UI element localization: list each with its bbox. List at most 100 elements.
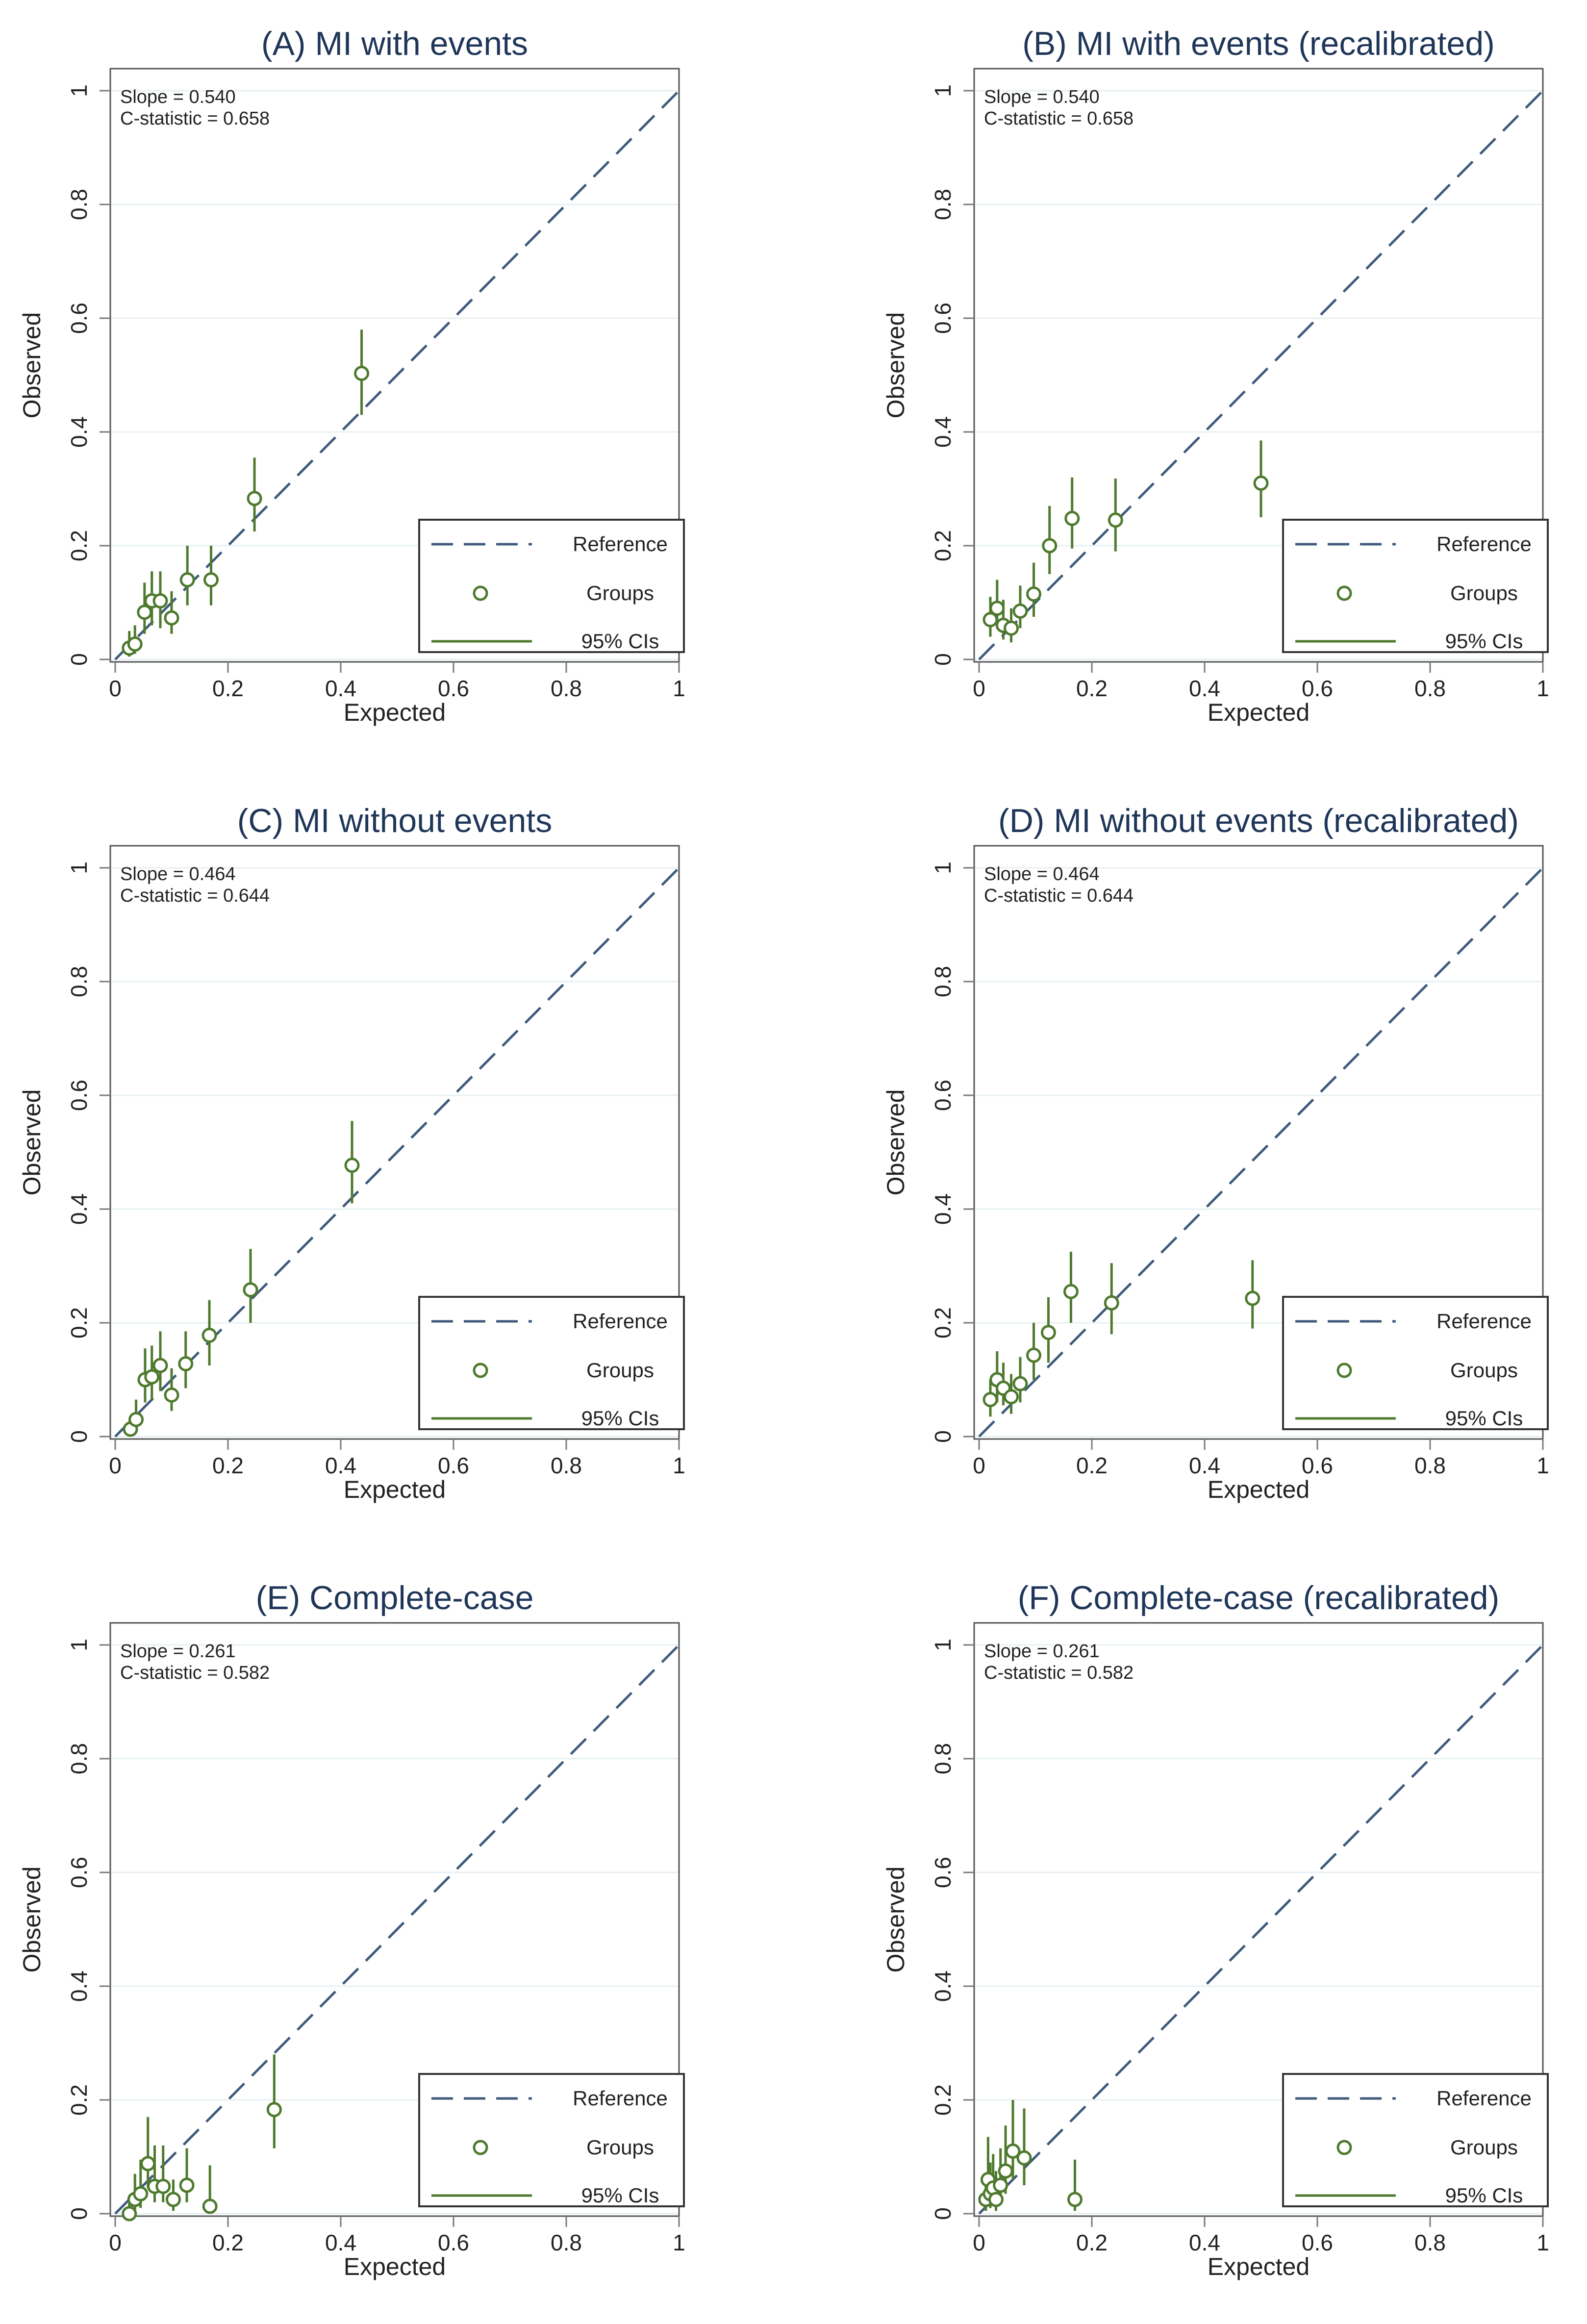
legend-entry: 95% CIs: [1445, 1407, 1523, 1430]
y-tick-label: 0.8: [930, 1743, 956, 1774]
plot-frame: [973, 845, 1544, 1440]
group-point: [982, 612, 998, 628]
group-point: [1108, 512, 1123, 528]
x-tick-label: 0.8: [551, 2230, 582, 2255]
y-tick-label: 0.4: [930, 1970, 956, 2002]
group-point: [165, 2192, 181, 2207]
x-axis-title: Expected: [344, 699, 446, 726]
reference-line: [978, 867, 1544, 1438]
x-tick-label: 0.2: [212, 2230, 244, 2255]
x-tick-label: 0: [973, 676, 985, 701]
legend-entry: 95% CIs: [581, 1407, 659, 1430]
stat-annotation: C-statistic = 0.644: [120, 885, 270, 906]
legend-box: [1282, 2073, 1549, 2207]
x-axis-title: Expected: [344, 2253, 446, 2280]
legend-groups-swatch: [473, 585, 488, 601]
y-tick-label: 0.4: [66, 416, 92, 448]
x-axis-title: Expected: [1208, 699, 1310, 726]
y-tick-label: 1: [930, 84, 956, 97]
y-axis-title: Observed: [882, 1867, 909, 1973]
panel-a: (A) MI with events 0 0.2 0.4 0.6 0.8 1 0 0.2 0.4 0…: [18, 25, 685, 726]
x-tick-label: 0.4: [1189, 1453, 1220, 1478]
stat-annotation: C-statistic = 0.582: [120, 1663, 270, 1683]
y-tick-label: 0: [930, 1430, 956, 1443]
y-tick-label: 0.6: [66, 303, 92, 334]
legend-entry: Reference: [573, 2087, 668, 2110]
y-tick-label: 0.8: [66, 189, 92, 220]
panel-b: (B) MI with events (recalibrated) 0 0.2 0.4…: [882, 25, 1549, 726]
legend-groups-swatch: [473, 1363, 488, 1378]
y-tick-label: 1: [930, 1639, 956, 1651]
y-tick-label: 1: [66, 861, 92, 874]
x-axis-title: Expected: [1208, 1476, 1310, 1503]
stat-annotation: C-statistic = 0.582: [984, 1663, 1134, 1683]
y-tick-label: 0: [930, 653, 956, 666]
group-point: [1016, 2150, 1032, 2166]
y-tick-label: 0: [930, 2207, 956, 2220]
x-tick-label: 0.6: [1302, 676, 1333, 701]
x-tick-label: 0.4: [325, 676, 356, 701]
x-tick-label: 0.8: [1414, 2230, 1446, 2255]
x-tick-label: 0.2: [1076, 1453, 1108, 1478]
x-tick-label: 1: [1537, 2230, 1549, 2255]
chart-title: (F) Complete-case (recalibrated): [1018, 1579, 1500, 1617]
stat-annotation: C-statistic = 0.658: [120, 108, 270, 129]
legend-entry: 95% CIs: [1445, 2184, 1523, 2207]
group-point: [137, 605, 152, 620]
group-point: [1063, 1284, 1079, 1299]
legend-groups-swatch: [1336, 2140, 1352, 2155]
group-point: [1042, 538, 1058, 554]
y-tick-label: 0.6: [66, 1080, 92, 1111]
x-tick-label: 0.4: [325, 2230, 356, 2255]
group-point: [247, 491, 262, 506]
legend: Reference Groups 95% CIs: [1282, 1296, 1549, 1430]
x-tick-label: 0: [109, 1453, 122, 1478]
group-point: [989, 601, 1005, 616]
legend-entry: Groups: [586, 581, 654, 605]
y-tick-label: 0.8: [66, 1743, 92, 1774]
panel-e: (E) Complete-case 0 0.2 0.4 0.6 0.8 1 0 0.2 0.4 0.…: [18, 1579, 685, 2280]
legend-entry: Groups: [586, 2136, 654, 2159]
group-point: [1253, 475, 1269, 491]
chart-title: (A) MI with events: [261, 25, 528, 62]
legend: Reference Groups 95% CIs: [1282, 519, 1549, 653]
legend-groups-swatch: [473, 2140, 488, 2155]
y-axis-title: Observed: [18, 1867, 46, 1973]
group-point: [140, 2156, 156, 2172]
group-point: [179, 2177, 195, 2193]
group-point: [1040, 1325, 1056, 1340]
x-tick-label: 0.6: [1302, 1453, 1333, 1478]
x-tick-label: 1: [673, 676, 685, 701]
legend-entry: 95% CIs: [581, 630, 659, 653]
group-point: [1245, 1290, 1260, 1306]
plot-frame: [109, 845, 680, 1440]
legend-groups-swatch: [1336, 585, 1352, 601]
y-tick-label: 0.6: [930, 303, 956, 334]
group-point: [354, 366, 370, 381]
group-point: [1004, 1389, 1019, 1405]
y-tick-label: 0.6: [930, 1080, 956, 1111]
legend-entry: Groups: [1450, 581, 1518, 605]
group-point: [155, 2178, 171, 2194]
x-tick-label: 0.8: [1414, 676, 1446, 701]
x-tick-label: 1: [1537, 1453, 1549, 1478]
x-tick-label: 0.6: [438, 1453, 469, 1478]
legend-box: [418, 519, 685, 653]
group-point: [164, 610, 179, 626]
legend-entry: 95% CIs: [1445, 630, 1523, 653]
x-tick-label: 0.6: [1302, 2230, 1333, 2255]
legend: Reference Groups 95% CIs: [418, 519, 685, 653]
legend-entry: Reference: [1436, 532, 1532, 556]
y-tick-label: 0.8: [930, 189, 956, 220]
group-point: [982, 1392, 998, 1408]
y-axis-title: Observed: [18, 1089, 46, 1196]
chart-title: (C) MI without events: [237, 802, 552, 839]
y-tick-label: 0.4: [66, 1970, 92, 2002]
y-tick-label: 0.4: [930, 416, 956, 448]
x-tick-label: 0: [109, 2230, 122, 2255]
reference-line: [114, 90, 680, 660]
stat-annotation: Slope = 0.540: [120, 87, 236, 107]
panel-c: (C) MI without events 0 0.2 0.4 0.6 0.8 1 0 0.2 0…: [18, 802, 685, 1503]
legend-box: [418, 1296, 685, 1430]
